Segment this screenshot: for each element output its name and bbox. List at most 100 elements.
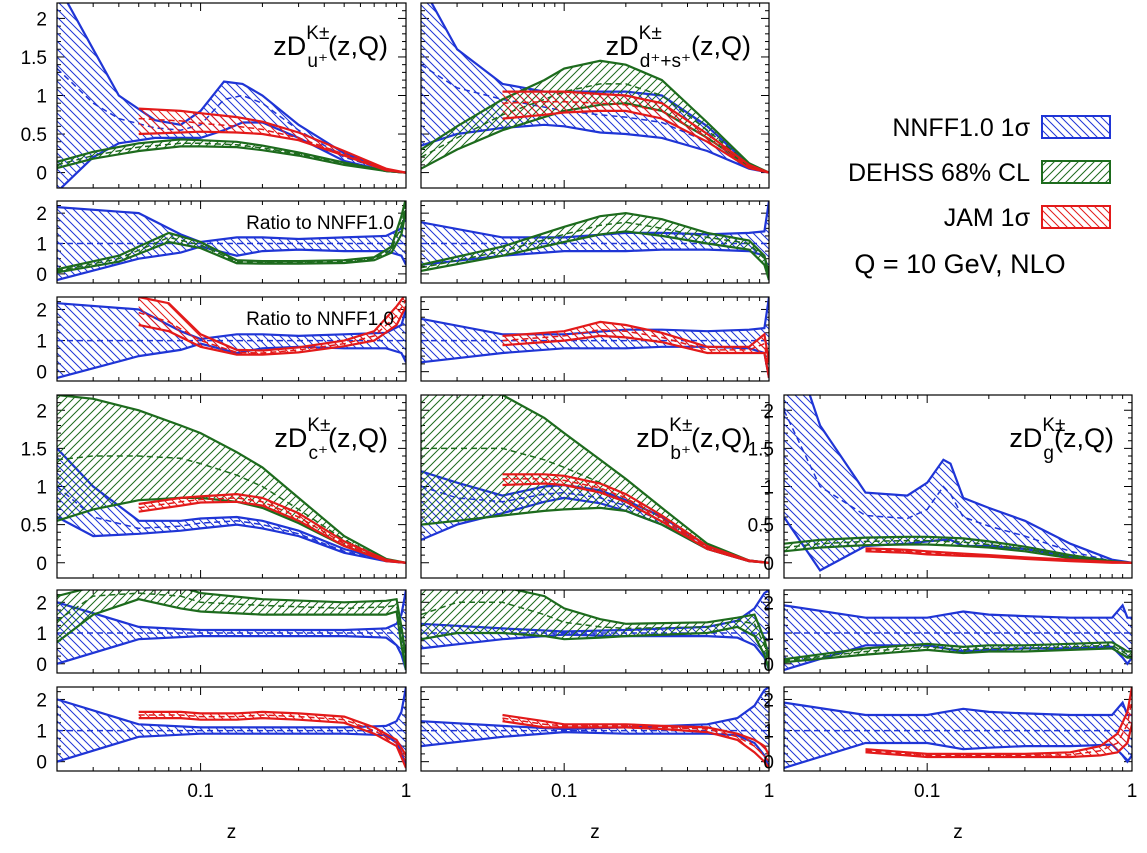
legend-label-dehss: DEHSS 68% CL	[848, 159, 1030, 187]
jam-central-line	[138, 117, 406, 174]
panel-label: zDK± g(z,Q)	[1009, 415, 1114, 464]
ratio-frame	[420, 200, 770, 284]
nnff-upper-line	[57, 206, 406, 244]
ratio-frame	[56, 200, 407, 284]
dehss-central-line	[421, 83, 769, 174]
jam-central-line	[138, 497, 406, 564]
jam-hatch	[502, 321, 769, 378]
ratio-frame	[56, 296, 407, 382]
panel-g: 0 0.5 1 1.5 2 zDK± g(z,Q) 0 1 2 0 1 2 0.1 1 z	[748, 394, 1138, 843]
dehss-band	[421, 590, 769, 671]
jam-upper-line	[138, 492, 406, 564]
x-tick-label: 1	[764, 781, 775, 802]
y-tick-label: 0	[763, 655, 774, 676]
dehss-central-line	[57, 142, 406, 174]
y-tick-label: 2	[763, 690, 774, 711]
y-tick-label: 1	[36, 722, 47, 743]
y-tick-label: 2	[763, 401, 774, 422]
dehss-upper-line	[499, 395, 769, 564]
y-tick-label: 2	[763, 593, 774, 614]
ratio-frame	[56, 589, 407, 674]
dehss-lower-line	[57, 145, 406, 174]
y-tick-label: 0	[36, 265, 47, 286]
y-tick-label: 1	[763, 478, 774, 499]
x-axis-label: z	[227, 822, 237, 843]
jam-upper-line	[138, 297, 406, 352]
jam-hatch	[138, 108, 406, 173]
jam-lower-line	[502, 109, 769, 174]
panel-b+: zDK± b⁺(z,Q) 0.1 1 z	[420, 394, 775, 843]
dehss-hatch	[57, 395, 406, 563]
nnff-lower-line	[57, 516, 406, 564]
jam-central-line	[502, 717, 769, 763]
ratio-frame	[420, 589, 770, 674]
dehss-upper-line	[57, 395, 406, 564]
y-tick-label: 1	[36, 332, 47, 353]
jam-band	[138, 492, 406, 564]
dehss-central-line	[784, 539, 1132, 564]
jam-central-line	[138, 714, 406, 763]
legend-label-nnff: NNFF1.0 1σ	[892, 114, 1030, 142]
y-tick-label: 0	[763, 753, 774, 774]
jam-central-line	[502, 100, 769, 174]
nnff-hatch	[784, 702, 1132, 768]
nnff-central-line	[784, 409, 1132, 564]
jam-band	[502, 320, 769, 379]
legend-swatch-dehss	[1041, 160, 1111, 184]
y-tick-label: 0	[36, 753, 47, 774]
dehss-hatch	[421, 60, 769, 173]
x-tick-label: 0.1	[551, 781, 577, 802]
jam-hatch	[138, 711, 406, 768]
panel-d+s+: zDK± d⁺+s⁺(z,Q)	[420, 2, 770, 382]
dehss-hatch	[421, 213, 769, 280]
jam-central-line	[865, 549, 1132, 564]
jam-band	[502, 713, 769, 769]
jam-hatch	[138, 297, 406, 355]
ratio-frame	[783, 589, 1133, 674]
y-tick-label: 0.5	[748, 516, 774, 537]
jam-upper-line	[502, 320, 769, 363]
dehss-band	[57, 138, 406, 174]
panel-c+: 0 0.5 1 1.5 2 zDK± c⁺(z,Q) 0 1 2 0 1 2 0.1 1 z	[21, 394, 411, 843]
y-tick-label: 0	[36, 554, 47, 575]
y-tick-label: 1	[36, 235, 47, 256]
jam-lower-line	[138, 130, 406, 174]
nnff-hatch	[57, 590, 406, 670]
dehss-central-line	[57, 592, 406, 664]
nnff-lower-line	[57, 342, 406, 379]
jam-lower-line	[865, 724, 1132, 759]
jam-lower-line	[138, 716, 406, 769]
y-tick-label: 1	[36, 87, 47, 108]
nnff-upper-line	[57, 447, 406, 564]
jam-central-line	[502, 478, 769, 564]
y-tick-label: 2	[36, 593, 47, 614]
y-tick-label: 0	[36, 164, 47, 185]
jam-lower-line	[502, 334, 769, 379]
main-frame	[420, 394, 770, 579]
y-tick-label: 1.5	[21, 48, 47, 69]
main-frame	[783, 394, 1133, 579]
nnff-hatch	[784, 605, 1132, 670]
dehss-lower-line	[57, 598, 406, 671]
jam-hatch	[865, 687, 1132, 757]
x-tick-label: 1	[1127, 781, 1138, 802]
nnff-hatch	[784, 395, 1132, 571]
jam-band	[138, 107, 406, 174]
jam-central-line	[865, 699, 1132, 757]
ratio-frame	[56, 686, 407, 772]
nnff-band	[57, 447, 406, 564]
legend-label-jam: JAM 1σ	[944, 204, 1031, 232]
q-label: Q = 10 GeV, NLO	[854, 249, 1065, 279]
nnff-upper-line	[57, 687, 406, 729]
main-frame	[56, 2, 407, 189]
dehss-lower-line	[784, 647, 1132, 664]
y-tick-label: 1.5	[21, 439, 47, 460]
panel-label: zDK± c⁺(z,Q)	[274, 415, 388, 464]
panel-label: zDK± b⁺(z,Q)	[636, 415, 751, 464]
x-tick-label: 0.1	[187, 781, 213, 802]
panel-label: zDK± d⁺+s⁺(z,Q)	[606, 23, 751, 72]
y-tick-label: 2	[36, 690, 47, 711]
nnff-lower-line	[784, 741, 1132, 769]
dehss-upper-line	[784, 535, 1132, 564]
jam-central-line	[138, 299, 406, 354]
